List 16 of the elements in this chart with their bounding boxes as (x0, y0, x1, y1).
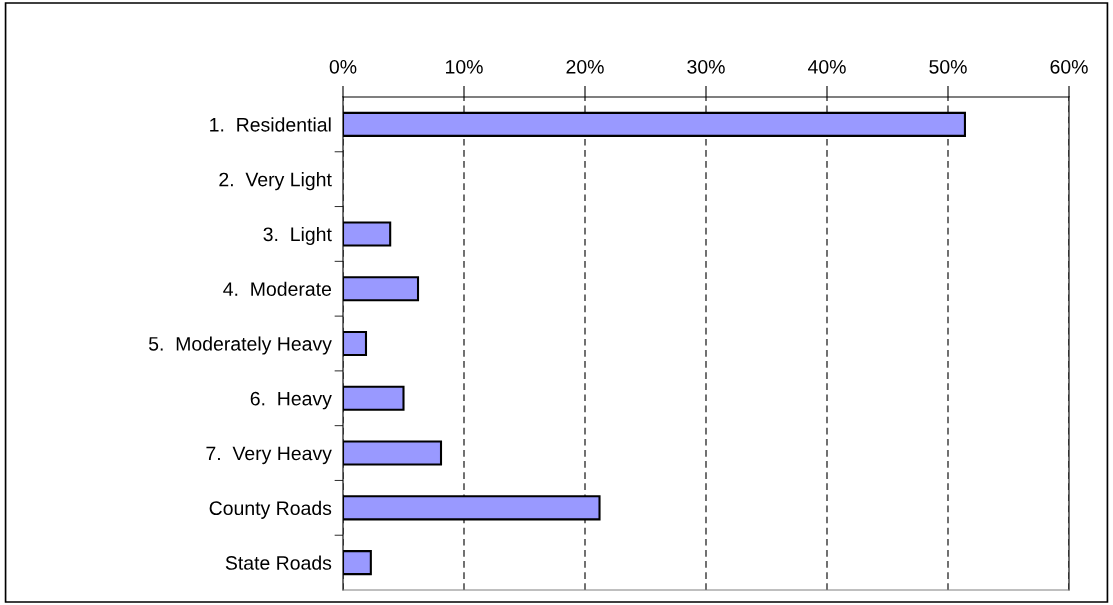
x-tick-label: 0% (329, 59, 357, 74)
y-tick-label: 4. Moderate (223, 281, 332, 296)
y-tick-label: 6. Heavy (250, 391, 332, 410)
x-tick-label: 10% (446, 59, 483, 74)
y-tick-label: 5. Moderately Heavy (148, 336, 332, 355)
x-tick-label: 40% (807, 59, 846, 74)
x-tick-label: 50% (929, 59, 967, 74)
x-tick-label: 20% (566, 59, 604, 74)
y-tick-label: 7. Very Heavy (206, 446, 332, 465)
y-tick-label: 1. Residential (210, 117, 331, 132)
y-tick-label: 3. Light (263, 226, 332, 246)
y-tick-label: State Roads (225, 555, 332, 570)
x-tick-label: 60% (1050, 59, 1088, 74)
x-tick-label: 30% (687, 59, 725, 74)
y-tick-label: County Roads (209, 500, 332, 519)
y-tick-label: 2. Very Light (219, 172, 332, 191)
